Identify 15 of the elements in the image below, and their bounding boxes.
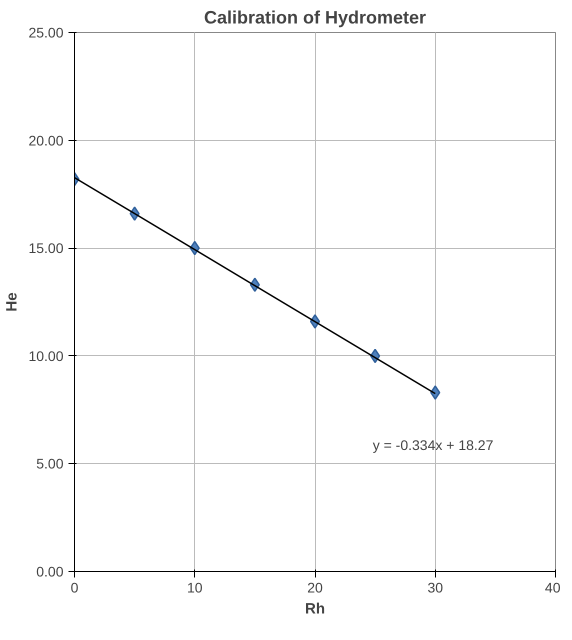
x-tick-label: 40 [544, 580, 561, 596]
x-tick-label: 0 [70, 580, 79, 596]
annotation: y = -0.334x + 18.27 [372, 436, 494, 453]
x-tick-label: 30 [427, 580, 444, 596]
y-tick-label: 25.00 [28, 24, 64, 40]
y-axis-title: He [3, 292, 20, 312]
x-axis-title: Rh [305, 600, 325, 618]
y-tick-label: 0.00 [36, 564, 64, 580]
x-tick-label: 10 [186, 580, 203, 596]
x-tick-label: 20 [307, 580, 323, 596]
y-tick-label: 20.00 [28, 132, 64, 148]
chart-title: Calibration of Hydrometer [204, 8, 426, 28]
y-tick-label: 15.00 [28, 240, 64, 256]
y-tick-label: 5.00 [36, 456, 64, 472]
y-tick-label: 10.00 [28, 348, 64, 364]
